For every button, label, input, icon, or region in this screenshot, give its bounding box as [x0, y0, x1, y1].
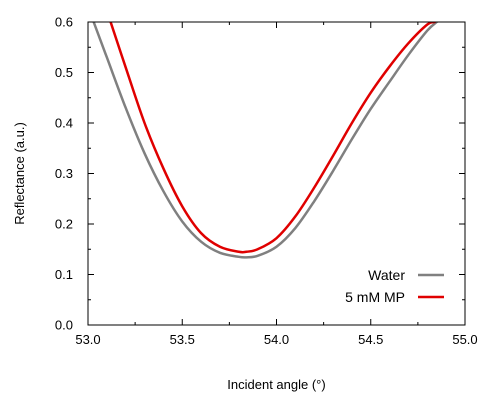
y-tick-label: 0.5 — [55, 65, 73, 80]
x-axis-title: Incident angle (°) — [227, 377, 325, 392]
y-tick-label: 0.2 — [55, 217, 73, 232]
y-tick-label: 0.6 — [55, 15, 73, 30]
x-tick-label: 55.0 — [452, 332, 477, 347]
y-tick-label: 0.0 — [55, 318, 73, 333]
legend-label-water: Water — [368, 267, 405, 283]
y-tick-label: 0.1 — [55, 267, 73, 282]
y-axis-title: Reflectance (a.u.) — [12, 122, 27, 225]
axis-layer: 53.0 53.5 54.0 54.5 55.0 0.0 0.1 0.2 0.3 0.4 0.5 0.… — [55, 15, 478, 348]
y-tick-label: 0.3 — [55, 166, 73, 181]
x-tick-label: 54.0 — [264, 332, 289, 347]
x-tick-label: 53.5 — [170, 332, 195, 347]
legend-label-mp: 5 mM MP — [345, 289, 405, 305]
x-tick-label: 54.5 — [358, 332, 383, 347]
plot-frame — [87, 21, 466, 326]
series-line-mp — [109, 22, 437, 254]
x-tick-label: 53.0 — [75, 332, 100, 347]
series-line-water — [92, 22, 438, 259]
y-tick-label: 0.4 — [55, 116, 73, 131]
series-layer — [92, 22, 438, 259]
legend: Water 5 mM MP — [345, 267, 444, 305]
